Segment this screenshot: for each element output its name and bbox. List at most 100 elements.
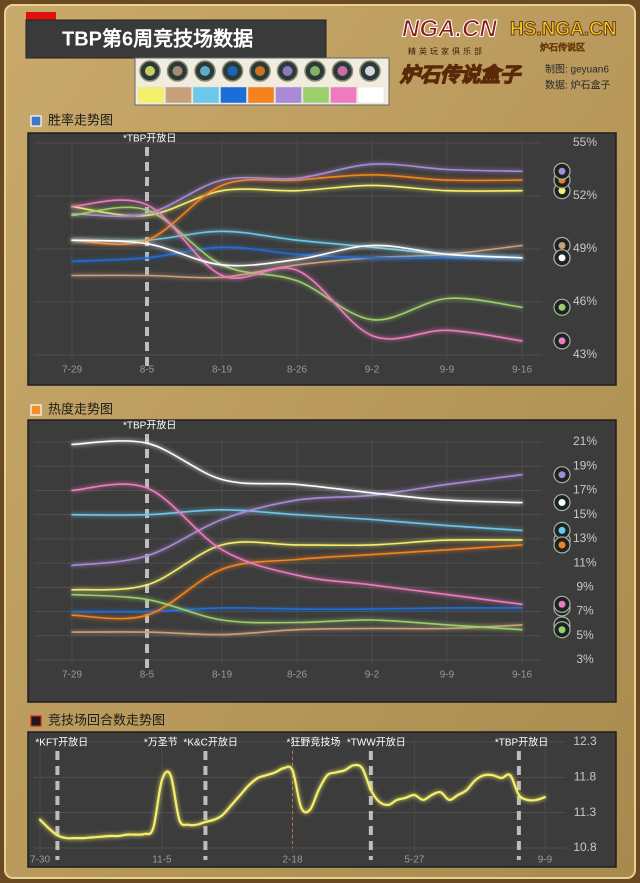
x-tick-label: 7-30 bbox=[30, 855, 50, 866]
y-tick-label: 7% bbox=[576, 604, 594, 618]
class-icon-core bbox=[558, 187, 566, 195]
series-line bbox=[71, 473, 523, 567]
chart-title: 胜率走势图 bbox=[48, 112, 113, 127]
y-tick-label: 55% bbox=[573, 135, 597, 149]
x-tick-label: 8-19 bbox=[212, 670, 232, 681]
legend-swatch bbox=[165, 86, 192, 104]
annotation: *TBP开放日 bbox=[123, 132, 176, 145]
x-tick-label: 2-18 bbox=[282, 855, 302, 866]
class-icon-core bbox=[172, 66, 183, 76]
class-icon-core bbox=[558, 254, 566, 262]
class-icon-core bbox=[255, 66, 265, 76]
x-tick-label: 8-5 bbox=[140, 365, 155, 376]
chart-title-icon bbox=[30, 404, 42, 416]
x-tick-label: 8-19 bbox=[212, 365, 232, 376]
series-line bbox=[71, 246, 523, 263]
legend-swatch bbox=[275, 86, 302, 104]
y-tick-label: 9% bbox=[576, 580, 594, 594]
x-tick-label: 9-2 bbox=[365, 670, 380, 681]
class-icon-core bbox=[558, 337, 566, 345]
legend-swatch bbox=[220, 86, 247, 104]
page-title: TBP第6周竞技场数据 bbox=[62, 26, 253, 50]
class-icon-core bbox=[558, 167, 566, 175]
class-icon-core bbox=[310, 66, 320, 76]
logo-box: 炉石传说盒子 bbox=[399, 63, 522, 86]
legend-swatch bbox=[330, 86, 357, 104]
annotation: *狂野竞技场 bbox=[287, 736, 341, 749]
series-line bbox=[71, 173, 523, 246]
x-tick-label: 8-26 bbox=[287, 670, 307, 681]
credit-author: 制图: geyuan6 bbox=[545, 63, 609, 76]
class-legend bbox=[134, 57, 390, 106]
y-tick-label: 13% bbox=[573, 531, 597, 545]
class-icon-core bbox=[337, 66, 348, 76]
legend-swatch bbox=[192, 86, 220, 104]
series-line bbox=[71, 163, 523, 217]
class-icon-core bbox=[558, 526, 566, 534]
class-icon-core bbox=[558, 600, 566, 608]
y-tick-label: 15% bbox=[573, 507, 597, 521]
annotation: *TBP开放日 bbox=[495, 736, 548, 749]
class-icon-core bbox=[558, 241, 566, 249]
series-line bbox=[71, 538, 523, 591]
legend-swatch bbox=[247, 86, 275, 104]
class-icon-core bbox=[558, 499, 566, 507]
x-tick-label: 9-2 bbox=[365, 365, 380, 376]
series-line bbox=[71, 206, 523, 321]
series-line bbox=[71, 508, 523, 532]
class-icon-core bbox=[558, 303, 566, 311]
x-tick-label: 9-9 bbox=[440, 670, 455, 681]
red-bar bbox=[26, 12, 56, 20]
class-icon-core bbox=[200, 66, 210, 76]
y-tick-label: 11% bbox=[573, 555, 596, 569]
series-line bbox=[71, 607, 523, 613]
y-tick-label: 10.8 bbox=[573, 840, 597, 854]
x-tick-label: 9-16 bbox=[512, 670, 532, 681]
y-tick-label: 19% bbox=[573, 458, 597, 472]
chart-title-icon bbox=[30, 715, 42, 727]
legend-swatch bbox=[302, 86, 330, 104]
y-tick-label: 46% bbox=[573, 294, 597, 308]
x-tick-label: 5-27 bbox=[404, 855, 424, 866]
y-tick-label: 17% bbox=[573, 483, 597, 497]
chart-title: 热度走势图 bbox=[48, 401, 113, 416]
annotation: *TBP开放日 bbox=[123, 419, 176, 432]
x-tick-label: 7-29 bbox=[62, 365, 82, 376]
y-tick-label: 5% bbox=[576, 628, 594, 642]
x-tick-label: 8-5 bbox=[140, 670, 155, 681]
class-icon-core bbox=[282, 66, 293, 76]
x-tick-label: 11-5 bbox=[152, 855, 172, 866]
annotation: *KFT开放日 bbox=[35, 736, 88, 749]
series-line bbox=[71, 483, 523, 606]
logo-nga-sub: 精英玩家俱乐部 bbox=[408, 46, 485, 56]
x-tick-label: 7-29 bbox=[62, 670, 82, 681]
x-tick-label: 8-26 bbox=[287, 365, 307, 376]
legend-swatch bbox=[137, 86, 165, 104]
series-line bbox=[71, 544, 523, 620]
y-tick-label: 52% bbox=[573, 188, 597, 202]
y-tick-label: 11.8 bbox=[574, 770, 597, 784]
class-icon-core bbox=[558, 471, 566, 479]
series-line bbox=[71, 593, 523, 631]
class-icon-core bbox=[145, 66, 155, 76]
annotation: *TWW开放日 bbox=[347, 736, 406, 749]
x-tick-label: 9-9 bbox=[440, 365, 455, 376]
chart-title: 竞技场回合数走势图 bbox=[48, 712, 165, 727]
credit-data: 数据: 炉石盒子 bbox=[545, 79, 611, 92]
annotation: *K&C开放日 bbox=[183, 736, 237, 749]
legend-swatch bbox=[357, 86, 385, 104]
logo-hs-sub: 炉石传说区 bbox=[540, 41, 585, 52]
logo-nga: NGA.CN bbox=[402, 15, 497, 42]
class-icon-core bbox=[558, 541, 566, 549]
series-line bbox=[38, 763, 547, 840]
annotation: *万圣节 bbox=[144, 737, 178, 749]
y-tick-label: 49% bbox=[573, 241, 597, 255]
y-tick-label: 3% bbox=[576, 652, 594, 666]
logo-hs: HS.NGA.CN bbox=[510, 19, 617, 40]
class-icon-core bbox=[558, 626, 566, 634]
series-line bbox=[71, 440, 523, 504]
class-icon-core bbox=[227, 66, 238, 76]
y-tick-label: 21% bbox=[573, 434, 597, 448]
chart-title-icon bbox=[30, 115, 42, 127]
class-icon-core bbox=[365, 66, 375, 76]
